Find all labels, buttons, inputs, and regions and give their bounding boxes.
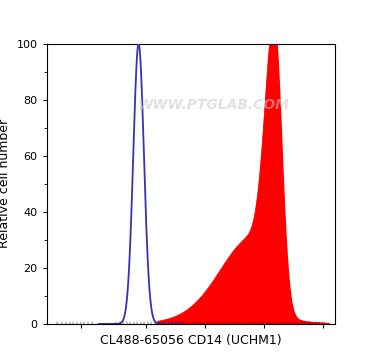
Text: WWW.PTGLAB.COM: WWW.PTGLAB.COM [138, 98, 290, 112]
X-axis label: CL488-65056 CD14 (UCHM1): CL488-65056 CD14 (UCHM1) [100, 334, 282, 347]
Y-axis label: Relative cell number: Relative cell number [0, 119, 11, 248]
